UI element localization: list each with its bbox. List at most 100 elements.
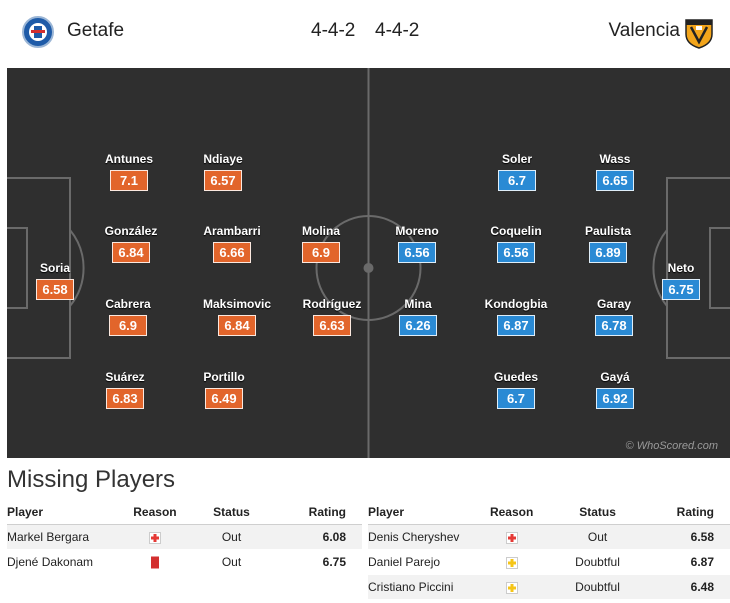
player-name: Rodríguez [302, 297, 362, 311]
player-name: González [104, 224, 158, 238]
player-soler[interactable]: Soler 6.7 [472, 152, 562, 191]
player-name-cell[interactable]: Denis Cheryshev [368, 524, 478, 550]
home-team-name[interactable]: Getafe [67, 20, 125, 41]
header-status: Status [545, 500, 650, 525]
player-garay[interactable]: Garay 6.78 [569, 297, 659, 336]
player-rating: 6.83 [106, 388, 144, 409]
player-name: Ndiaye [203, 152, 243, 166]
player-mina[interactable]: Mina 6.26 [373, 297, 463, 336]
rating-cell: 6.58 [649, 524, 730, 550]
player-rating: 6.84 [218, 315, 256, 336]
missing-players-title: Missing Players [7, 466, 176, 493]
player-name: Soria [39, 261, 70, 275]
player-rating: 6.58 [36, 279, 74, 300]
player-rating: 6.75 [662, 279, 700, 300]
player-arambarri[interactable]: Arambarri 6.66 [187, 224, 277, 263]
player-moreno[interactable]: Moreno 6.56 [372, 224, 462, 263]
away-formation: 4-4-2 [375, 20, 420, 41]
header-reason: Reason [121, 500, 189, 525]
home-formation: 4-4-2 [311, 20, 356, 41]
valencia-crest-icon [685, 19, 713, 49]
player-suarez[interactable]: Suárez 6.83 [80, 370, 170, 409]
rating-cell: 6.08 [274, 524, 362, 550]
away-team-name[interactable]: Valencia [608, 20, 680, 41]
player-name: Neto [667, 261, 695, 275]
reason-cell [121, 549, 189, 575]
status-cell: Out [545, 524, 650, 550]
player-rating: 6.87 [497, 315, 535, 336]
header-player: Player [368, 500, 478, 525]
red-card-icon [150, 556, 159, 569]
player-name-cell[interactable]: Cristiano Piccini [368, 574, 478, 600]
player-name: Mina [404, 297, 432, 311]
player-name: Molina [302, 224, 340, 238]
player-rodriguez[interactable]: Rodríguez 6.63 [287, 297, 377, 336]
doubtful-icon [505, 581, 518, 594]
player-name: Soler [501, 152, 532, 166]
reason-cell [477, 574, 546, 600]
doubtful-icon [505, 556, 518, 569]
player-name: Wass [599, 152, 631, 166]
player-guedes[interactable]: Guedes 6.7 [471, 370, 561, 409]
player-rating: 6.65 [596, 170, 634, 191]
reason-cell [477, 549, 546, 575]
header-rating: Rating [649, 500, 730, 525]
player-rating: 6.84 [112, 242, 150, 263]
injury-icon [505, 531, 518, 544]
player-wass[interactable]: Wass 6.65 [570, 152, 660, 191]
player-rating: 6.57 [204, 170, 242, 191]
table-row: Djené Dakonam Out 6.75 [7, 549, 362, 575]
player-cabrera[interactable]: Cabrera 6.9 [83, 297, 173, 336]
player-name-cell[interactable]: Markel Bergara [7, 524, 122, 550]
player-rating: 6.89 [589, 242, 627, 263]
player-gaya[interactable]: Gayá 6.92 [570, 370, 660, 409]
player-rating: 6.7 [498, 170, 536, 191]
player-coquelin[interactable]: Coquelin 6.56 [471, 224, 561, 263]
status-cell: Out [188, 524, 275, 550]
player-rating: 6.26 [399, 315, 437, 336]
player-rating: 6.66 [213, 242, 251, 263]
player-maksimovic[interactable]: Maksimovic 6.84 [192, 297, 282, 336]
player-name: Kondogbia [484, 297, 548, 311]
player-rating: 6.49 [205, 388, 243, 409]
match-header: Getafe 4-4-2 4-4-2 Valencia [0, 0, 730, 66]
rating-cell: 6.87 [649, 549, 730, 575]
formation-pitch: Soria 6.58 Antunes 7.1 González 6.84 Cab… [7, 68, 730, 458]
player-ndiaye[interactable]: Ndiaye 6.57 [178, 152, 268, 191]
player-gonzalez[interactable]: González 6.84 [86, 224, 176, 263]
player-kondogbia[interactable]: Kondogbia 6.87 [471, 297, 561, 336]
player-neto[interactable]: Neto 6.75 [636, 261, 726, 300]
home-missing-table: Player Reason Status Rating Markel Berga… [7, 500, 362, 575]
player-name: Coquelin [490, 224, 542, 238]
player-molina[interactable]: Molina 6.9 [276, 224, 366, 263]
player-name: Paulista [584, 224, 632, 238]
table-row: Denis Cheryshev Out 6.58 [368, 524, 730, 550]
player-rating: 6.78 [595, 315, 633, 336]
player-antunes[interactable]: Antunes 7.1 [84, 152, 174, 191]
status-cell: Out [188, 549, 275, 575]
player-name: Portillo [203, 370, 245, 384]
player-name: Moreno [395, 224, 439, 238]
player-paulista[interactable]: Paulista 6.89 [563, 224, 653, 263]
reason-cell [121, 524, 189, 550]
reason-cell [477, 524, 546, 550]
player-rating: 6.92 [596, 388, 634, 409]
player-name-cell[interactable]: Djené Dakonam [7, 549, 122, 575]
player-rating: 7.1 [110, 170, 148, 191]
player-rating: 6.7 [497, 388, 535, 409]
player-soria[interactable]: Soria 6.58 [10, 261, 100, 300]
player-rating: 6.56 [398, 242, 436, 263]
getafe-crest-icon [22, 16, 54, 48]
rating-cell: 6.48 [649, 574, 730, 600]
player-portillo[interactable]: Portillo 6.49 [179, 370, 269, 409]
player-name: Gayá [600, 370, 630, 384]
player-name: Guedes [493, 370, 538, 384]
away-missing-table: Player Reason Status Rating Denis Cherys… [368, 500, 730, 600]
player-name-cell[interactable]: Daniel Parejo [368, 549, 478, 575]
rating-cell: 6.75 [274, 549, 362, 575]
header-player: Player [7, 500, 122, 525]
player-name: Maksimovic [202, 297, 272, 311]
pitch-markings [7, 68, 730, 458]
table-row: Daniel Parejo Doubtful 6.87 [368, 549, 730, 575]
player-name: Antunes [105, 152, 153, 166]
